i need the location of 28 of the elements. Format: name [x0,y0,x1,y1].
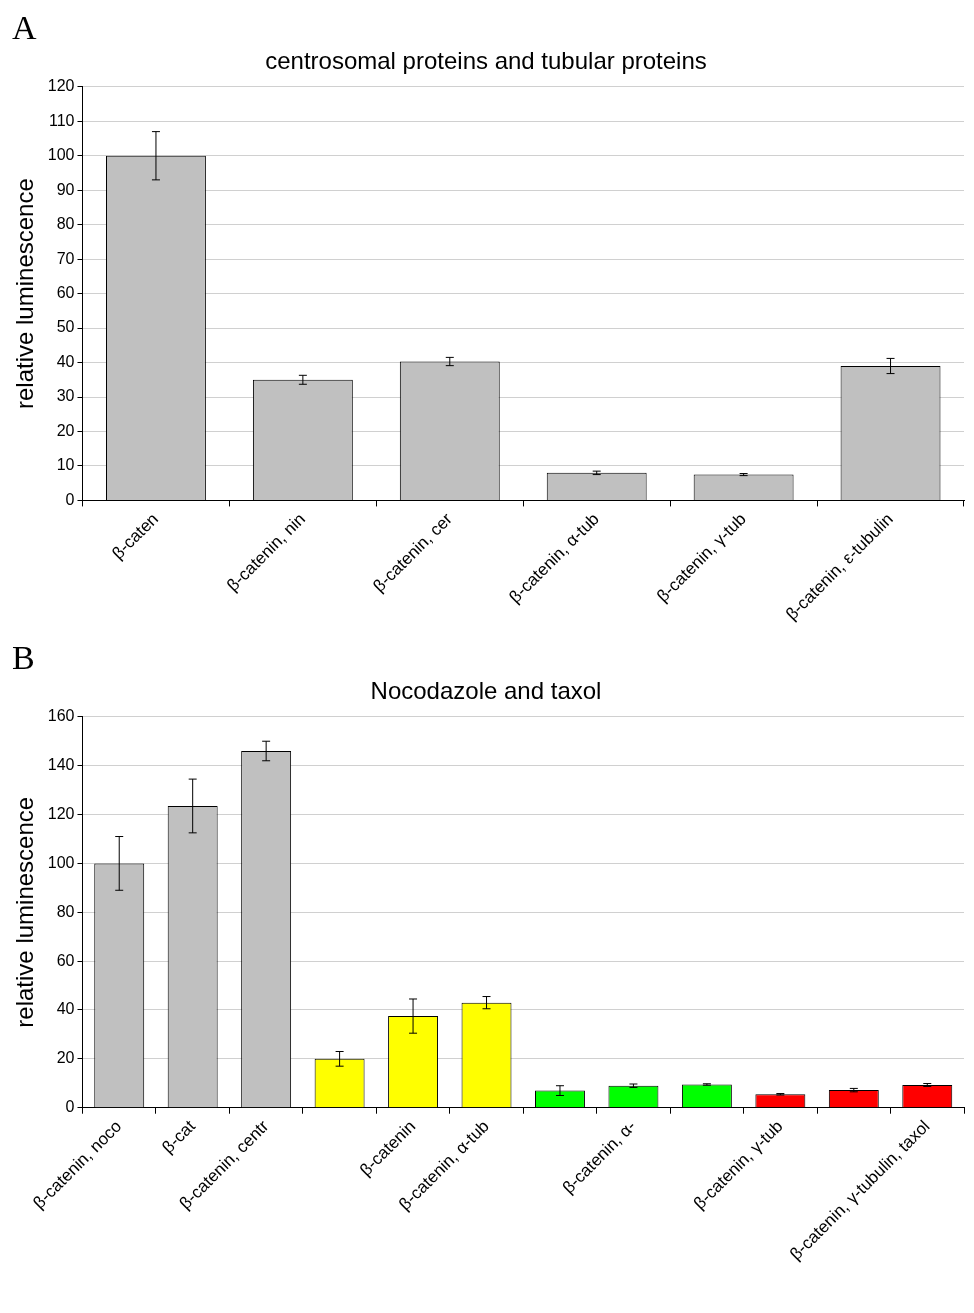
y-tick-label: 120 [47,77,75,95]
y-tick-label: 100 [47,146,75,164]
y-tick-label: 40 [56,1000,75,1018]
chart-title: Nocodazole and taxol [370,677,602,705]
y-tick-label: 20 [56,1049,75,1067]
y-tick-label: 40 [56,352,75,370]
y-tick-label: 140 [47,756,75,774]
text: B [11,638,36,678]
y-tick-label: 60 [56,951,75,969]
text: A [11,8,38,48]
y-axis-title: relative luminescence [11,178,39,410]
y-tick-label: 70 [56,249,75,267]
chart-title: centrosomal proteins and tubular proteins [265,47,707,75]
y-tick-label: 20 [56,421,75,439]
y-tick-label: 80 [56,215,75,233]
y-tick-label: 50 [56,318,75,336]
y-tick-label: 80 [56,902,75,920]
y-tick-label: 110 [48,111,75,129]
y-tick-label: 0 [65,1098,75,1116]
y-tick-label: 100 [47,853,75,871]
y-tick-label: 120 [47,804,75,822]
y-tick-label: 10 [56,456,75,474]
y-tick-label: 90 [56,180,75,198]
y-tick-label: 30 [56,387,75,405]
y-axis-title: relative luminescence [11,796,39,1028]
y-tick-label: 60 [56,284,75,302]
y-tick-label: 0 [65,490,75,508]
y-tick-label: 160 [47,707,75,725]
